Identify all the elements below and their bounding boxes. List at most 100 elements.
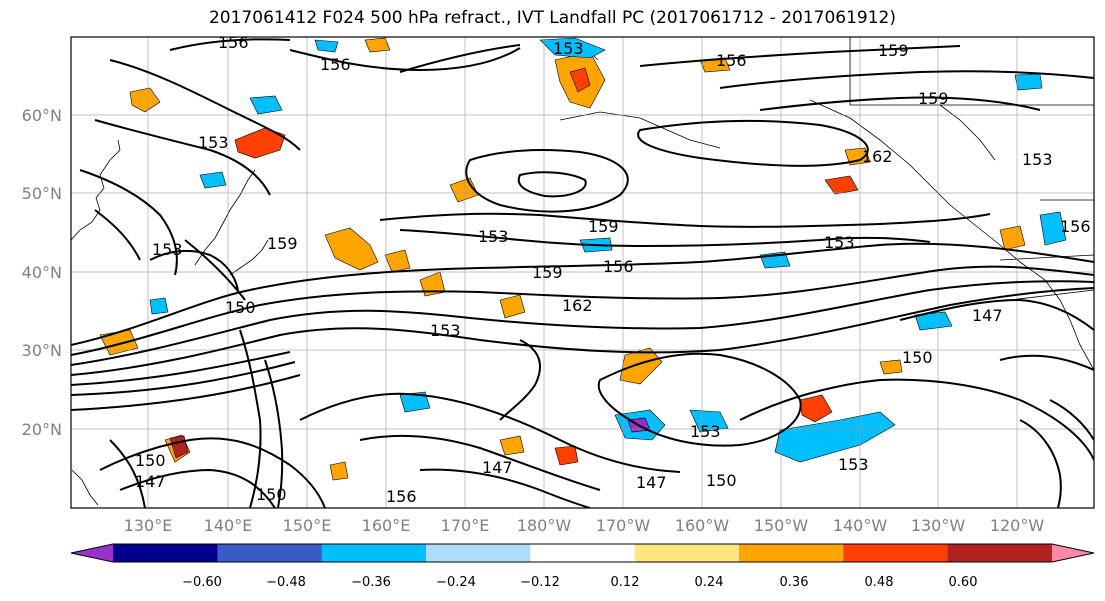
lon-label: 160°E xyxy=(362,516,411,535)
lat-label-50n: 50°N xyxy=(22,184,62,203)
shading-cyan xyxy=(199,171,227,189)
contour-label: 153 xyxy=(690,422,721,441)
gridlines xyxy=(71,37,1094,508)
shading-orange xyxy=(129,87,161,113)
longitude-labels: 130°E 140°E 150°E 160°E 170°E 180°W 170°… xyxy=(124,516,1045,535)
contour-label: 159 xyxy=(918,89,949,108)
shading-orange xyxy=(499,435,525,456)
map-title: 2017061412 F024 500 hPa refract., IVT La… xyxy=(208,8,896,28)
colorbar-outline xyxy=(70,543,1095,563)
contour-label: 153 xyxy=(838,455,869,474)
contour-label: 150 xyxy=(706,471,737,490)
latitude-labels: 20°N 30°N 40°N 50°N 60°N xyxy=(22,106,62,439)
lon-label: 130°E xyxy=(124,516,173,535)
colorbar-extend-high xyxy=(1052,544,1094,562)
shading-orange xyxy=(499,294,526,319)
contour-label: 159 xyxy=(532,263,563,282)
colorbar-tick-label: −0.60 xyxy=(182,575,222,590)
lon-label: 170°E xyxy=(441,516,490,535)
contour-label: 150 xyxy=(256,485,287,504)
colorbar-segment xyxy=(113,544,218,562)
colorbar-tick-label: −0.12 xyxy=(520,575,560,590)
lon-label: 140°W xyxy=(833,516,888,535)
lon-label: 140°E xyxy=(204,516,253,535)
lon-label: 170°W xyxy=(596,516,651,535)
colorbar-tick-label: 0.48 xyxy=(865,575,894,590)
contour-label: 153 xyxy=(198,133,229,152)
shading-red xyxy=(554,445,579,466)
lon-label: 120°W xyxy=(990,516,1045,535)
lat-label-20n: 20°N xyxy=(22,420,62,439)
colorbar-tick-label: 0.12 xyxy=(611,575,640,590)
contour-label: 150 xyxy=(135,451,166,470)
contour-label: 162 xyxy=(562,296,593,315)
lat-label-30n: 30°N xyxy=(22,341,62,360)
contour-label: 156 xyxy=(1060,217,1091,236)
shading-red xyxy=(569,67,591,93)
colorbar-segment xyxy=(947,544,1053,562)
colorbar-segment xyxy=(530,544,636,562)
lon-label: 150°E xyxy=(283,516,332,535)
colorbar-segments xyxy=(70,543,1095,563)
shading-orange xyxy=(449,177,479,203)
contour-label: 153 xyxy=(553,39,584,58)
colorbar-tick-label: 0.36 xyxy=(780,575,809,590)
shading-cyan xyxy=(539,37,606,59)
contour-label: 159 xyxy=(588,217,619,236)
map-frame xyxy=(70,36,1095,509)
shading-orange xyxy=(619,347,663,385)
contour-label: 159 xyxy=(878,41,909,60)
colorbar-segment xyxy=(843,544,949,562)
contour-label: 153 xyxy=(478,227,509,246)
shading-orange xyxy=(844,147,871,166)
shading-orange xyxy=(384,249,411,273)
shading-cyan xyxy=(314,39,339,53)
shading-cyan xyxy=(774,411,896,463)
colorbar-tick-label: 0.60 xyxy=(949,575,978,590)
shading-cyan xyxy=(1014,73,1043,91)
colorbar-tick-label: 0.24 xyxy=(695,575,724,590)
shading-cyan xyxy=(399,391,431,413)
lon-label: 150°W xyxy=(754,516,809,535)
contour-label: 150 xyxy=(902,348,933,367)
colorbar: −0.60 −0.48 −0.36 −0.24 −0.12 0.12 0.24 … xyxy=(70,543,1095,590)
colorbar-tick-label: −0.48 xyxy=(266,575,306,590)
colorbar-segment xyxy=(739,544,844,562)
shading-cyan xyxy=(1039,211,1067,246)
contour-label: 156 xyxy=(320,55,351,74)
contour-label: 147 xyxy=(972,306,1003,325)
shading-orange xyxy=(879,359,903,375)
shading-orange xyxy=(999,225,1026,251)
shading-red xyxy=(824,175,859,195)
contour-label-group: 156 156 156 159 159 162 153 153 153 159 … xyxy=(135,37,1091,506)
lon-label: 130°W xyxy=(911,516,966,535)
contour-label: 150 xyxy=(225,298,256,317)
lat-label-60n: 60°N xyxy=(22,106,62,125)
contour-label: 153 xyxy=(824,233,855,252)
map-plot-area: 156 156 156 159 159 162 153 153 153 159 … xyxy=(71,37,1094,508)
shading-orange xyxy=(324,227,379,271)
lon-label: 160°W xyxy=(675,516,730,535)
refractivity-shading xyxy=(99,37,1067,481)
shading-cyan xyxy=(689,409,729,433)
lat-label-40n: 40°N xyxy=(22,263,62,282)
colorbar-tick-label: −0.36 xyxy=(351,575,391,590)
shading-cyan xyxy=(914,311,953,331)
contour-label: 153 xyxy=(430,321,461,340)
colorbar-segment xyxy=(321,544,427,562)
contour-label: 147 xyxy=(482,458,513,477)
refractivity-contours xyxy=(71,38,1094,508)
contour-label: 147 xyxy=(135,472,166,491)
shading-orange xyxy=(364,37,391,53)
contour-label: 159 xyxy=(267,234,298,253)
lon-label: 180°W xyxy=(517,516,572,535)
contour-label: 153 xyxy=(152,240,183,259)
shading-red xyxy=(799,394,833,423)
shading-cyan xyxy=(249,95,283,115)
shading-orange xyxy=(329,461,349,481)
colorbar-segment xyxy=(217,544,323,562)
contour-label: 156 xyxy=(386,487,417,506)
colorbar-tick-labels: −0.60 −0.48 −0.36 −0.24 −0.12 0.12 0.24 … xyxy=(182,575,977,590)
colorbar-tick-label: −0.24 xyxy=(436,575,476,590)
contour-label: 147 xyxy=(636,473,667,492)
